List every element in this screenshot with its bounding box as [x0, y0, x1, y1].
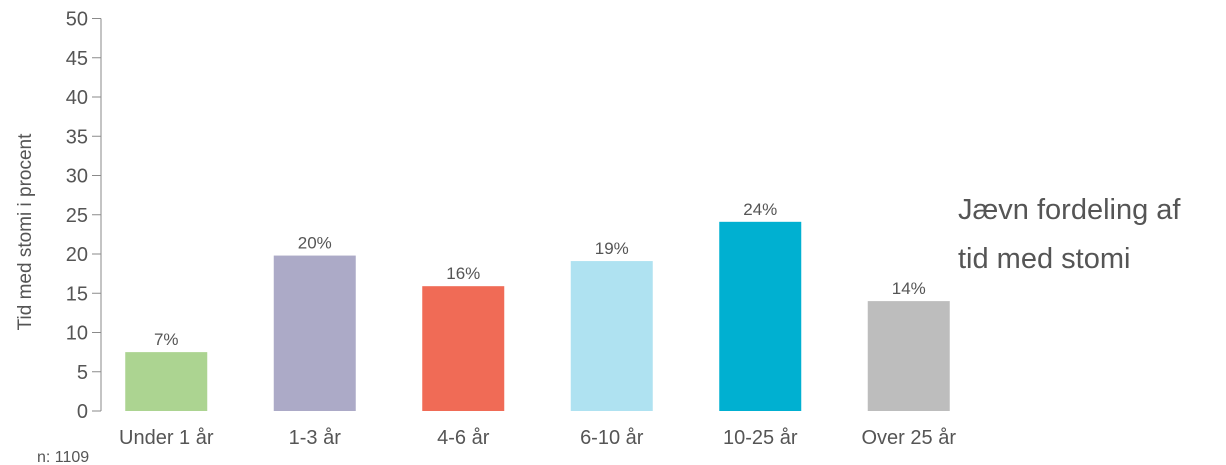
- y-tick-label: 40: [66, 87, 88, 109]
- x-category-label: 6-10 år: [580, 427, 644, 449]
- sample-size-note: n: 1109: [37, 449, 89, 465]
- y-tick-label: 35: [66, 126, 88, 148]
- bar-data-label: 24%: [743, 200, 777, 219]
- x-category-label: Over 25 år: [862, 427, 957, 449]
- x-axis-labels-group: Under 1 år 1-3 år 4-6 år 6-10 år 10-25 år Ove…: [119, 427, 956, 449]
- x-category-label: 1-3 år: [289, 427, 342, 449]
- bar-data-label: 16%: [446, 264, 480, 283]
- data-labels-group: 7% 20% 16% 19% 24% 14%: [154, 200, 926, 349]
- y-tick-label: 15: [66, 283, 88, 305]
- chart-annotation: Jævn fordeling af tid med stomi: [958, 186, 1226, 284]
- y-tick-label: 50: [66, 9, 88, 31]
- y-axis: 0 5 10 15 20 25 30 35 40 45 50: [66, 9, 102, 423]
- x-category-label: 10-25 år: [723, 427, 798, 449]
- bar-data-label: 7%: [154, 330, 179, 349]
- y-axis-title: Tid med stomi i procent: [15, 133, 36, 330]
- bar: [422, 286, 505, 411]
- bar: [273, 255, 356, 411]
- bar-data-label: 20%: [298, 234, 332, 253]
- bar: [125, 352, 208, 411]
- y-tick-label: 45: [66, 48, 88, 70]
- y-tick-label: 0: [77, 401, 88, 423]
- bar: [719, 221, 802, 411]
- x-category-label: Under 1 år: [119, 427, 214, 449]
- y-tick-label: 30: [66, 166, 88, 188]
- annotation-line-2: tid med stomi: [958, 243, 1131, 275]
- bar-data-label: 14%: [892, 279, 926, 298]
- y-tick-label: 5: [77, 362, 88, 384]
- bars-group: [125, 221, 950, 411]
- y-tick-label: 25: [66, 205, 88, 227]
- y-tick-label: 10: [66, 323, 88, 345]
- y-tick-label: 20: [66, 244, 88, 266]
- bar: [570, 261, 653, 411]
- x-category-label: 4-6 år: [437, 427, 490, 449]
- annotation-line-1: Jævn fordeling af: [958, 194, 1181, 226]
- bar-data-label: 19%: [595, 239, 629, 258]
- bar: [867, 301, 950, 411]
